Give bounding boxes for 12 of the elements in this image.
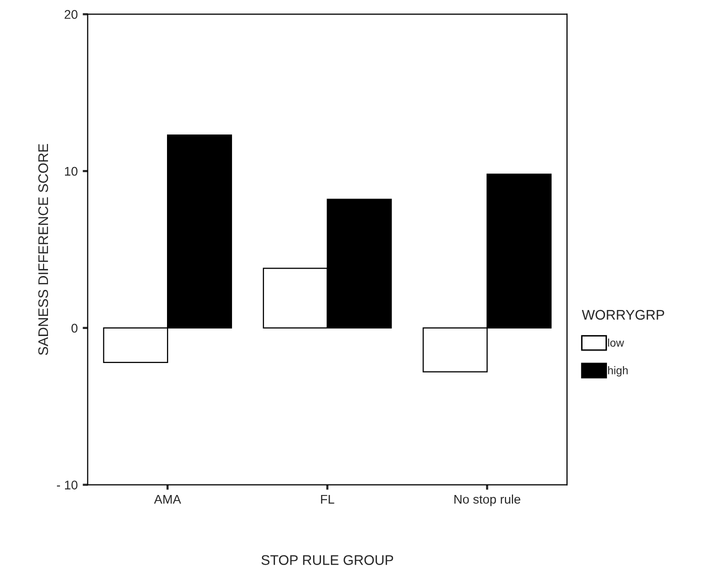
legend-label: low [608,338,624,347]
y-axis-title: SADNESS DIFFERENCE SCORE [38,144,48,355]
y-tick-label: 20 [64,10,78,19]
y-tick-label: - 10 [56,480,78,490]
legend-title: WORRYGRP [582,310,664,320]
y-tick-label: 0 [71,324,78,333]
y-tick-label: 10 [64,166,78,176]
x-tick-label: AMA [154,494,182,504]
legend-label: high [608,366,628,377]
x-tick-label: FL [321,494,334,504]
x-axis-title: STOP RULE GROUP [261,555,394,565]
x-tick-label: No stop rule [454,494,520,506]
